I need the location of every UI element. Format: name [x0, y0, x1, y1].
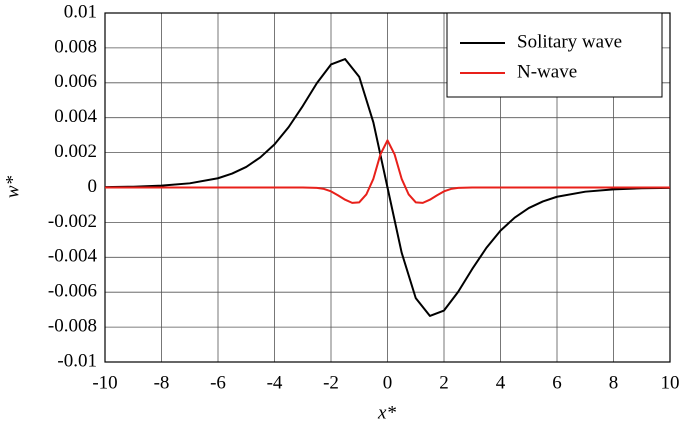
- legend-box: [446, 12, 663, 98]
- x-tick-label: 10: [661, 372, 680, 393]
- y-tick-label: 0.006: [54, 71, 97, 92]
- x-tick-label: -8: [154, 372, 170, 393]
- y-tick-label: 0: [88, 176, 98, 197]
- y-tick-label: -0.01: [57, 350, 97, 371]
- x-tick-label: 2: [439, 372, 449, 393]
- y-tick-label: -0.002: [48, 211, 97, 232]
- y-tick-label: 0.002: [54, 141, 97, 162]
- y-tick-label: 0.004: [54, 106, 97, 127]
- y-tick-label: -0.004: [48, 246, 98, 267]
- y-tick-label: -0.008: [48, 315, 97, 336]
- x-tick-label: -6: [210, 372, 226, 393]
- data-line: [105, 139, 670, 204]
- y-tick-label: 0.008: [54, 36, 97, 57]
- data-line: [104, 58, 671, 317]
- x-tick-label: 0: [383, 372, 393, 393]
- x-tick-label: -2: [323, 372, 339, 393]
- y-tick-label: 0.01: [64, 1, 97, 22]
- x-tick-label: 4: [496, 372, 506, 393]
- x-tick-label: -10: [92, 372, 117, 393]
- x-tick-label: 8: [609, 372, 619, 393]
- y-tick-label: -0.006: [48, 281, 97, 302]
- x-tick-label: -4: [267, 372, 283, 393]
- legend-label: N-wave: [517, 61, 577, 82]
- y-axis-label: w*: [2, 175, 23, 198]
- x-tick-label: 6: [552, 372, 562, 393]
- legend-label: Solitary wave: [517, 31, 622, 52]
- x-axis-label: x*: [377, 402, 396, 423]
